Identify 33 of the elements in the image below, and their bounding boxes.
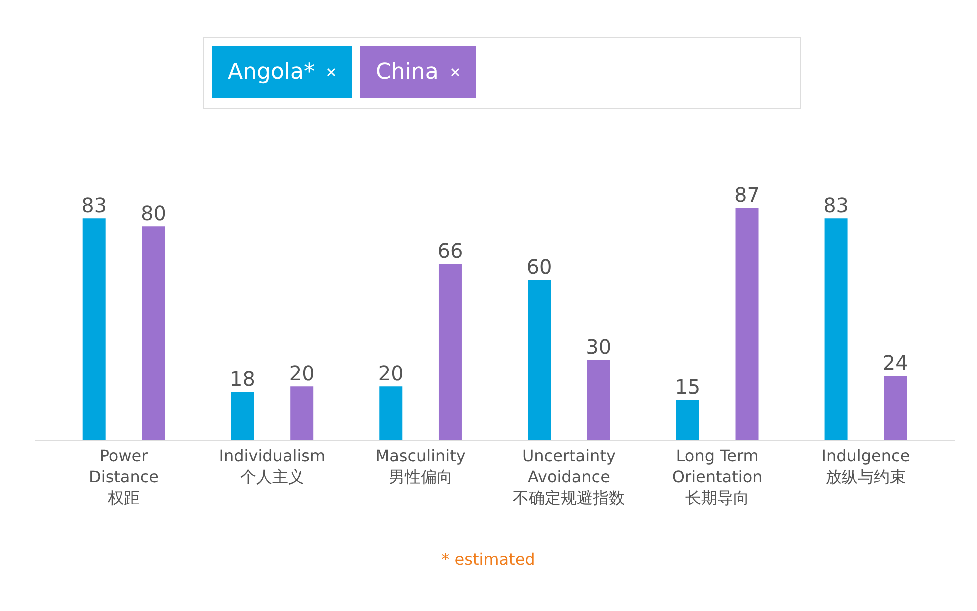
bar	[82, 218, 106, 440]
data-label: 18	[230, 367, 256, 391]
x-tick-label: Indulgence 放纵与约束	[822, 446, 910, 486]
text: * estimated	[440, 550, 536, 569]
data-label: 20	[378, 362, 404, 386]
bar	[290, 386, 314, 440]
bar	[587, 360, 610, 440]
data-label: 30	[586, 335, 612, 359]
bar	[438, 264, 462, 440]
data-label: 20	[289, 362, 315, 386]
text: Angola*	[228, 60, 316, 84]
bar	[380, 386, 403, 440]
data-label: 66	[438, 239, 464, 263]
data-label: 83	[82, 194, 108, 218]
data-label: 24	[882, 351, 908, 375]
bar	[736, 208, 759, 440]
data-label: 87	[734, 183, 760, 207]
x-tick-label: Uncertainty Avoidance 不确定规避指数	[513, 446, 626, 508]
x-tick-label: Long Term Orientation 长期导向	[672, 446, 763, 508]
data-label: 80	[140, 202, 166, 226]
bar	[824, 218, 848, 440]
bar	[231, 392, 254, 440]
text: China	[376, 60, 439, 84]
x-tick-label: Individualism 个人主义	[219, 446, 326, 486]
bar	[528, 280, 552, 440]
bar	[884, 376, 908, 440]
bar	[676, 400, 700, 440]
data-label: 15	[675, 375, 701, 399]
bar	[142, 226, 166, 440]
x-tick-label: Power Distance 权距	[89, 446, 160, 508]
data-label: 60	[526, 255, 552, 279]
data-label: 83	[824, 194, 850, 218]
x-tick-label: Masculinity 男性偏向	[376, 446, 466, 486]
